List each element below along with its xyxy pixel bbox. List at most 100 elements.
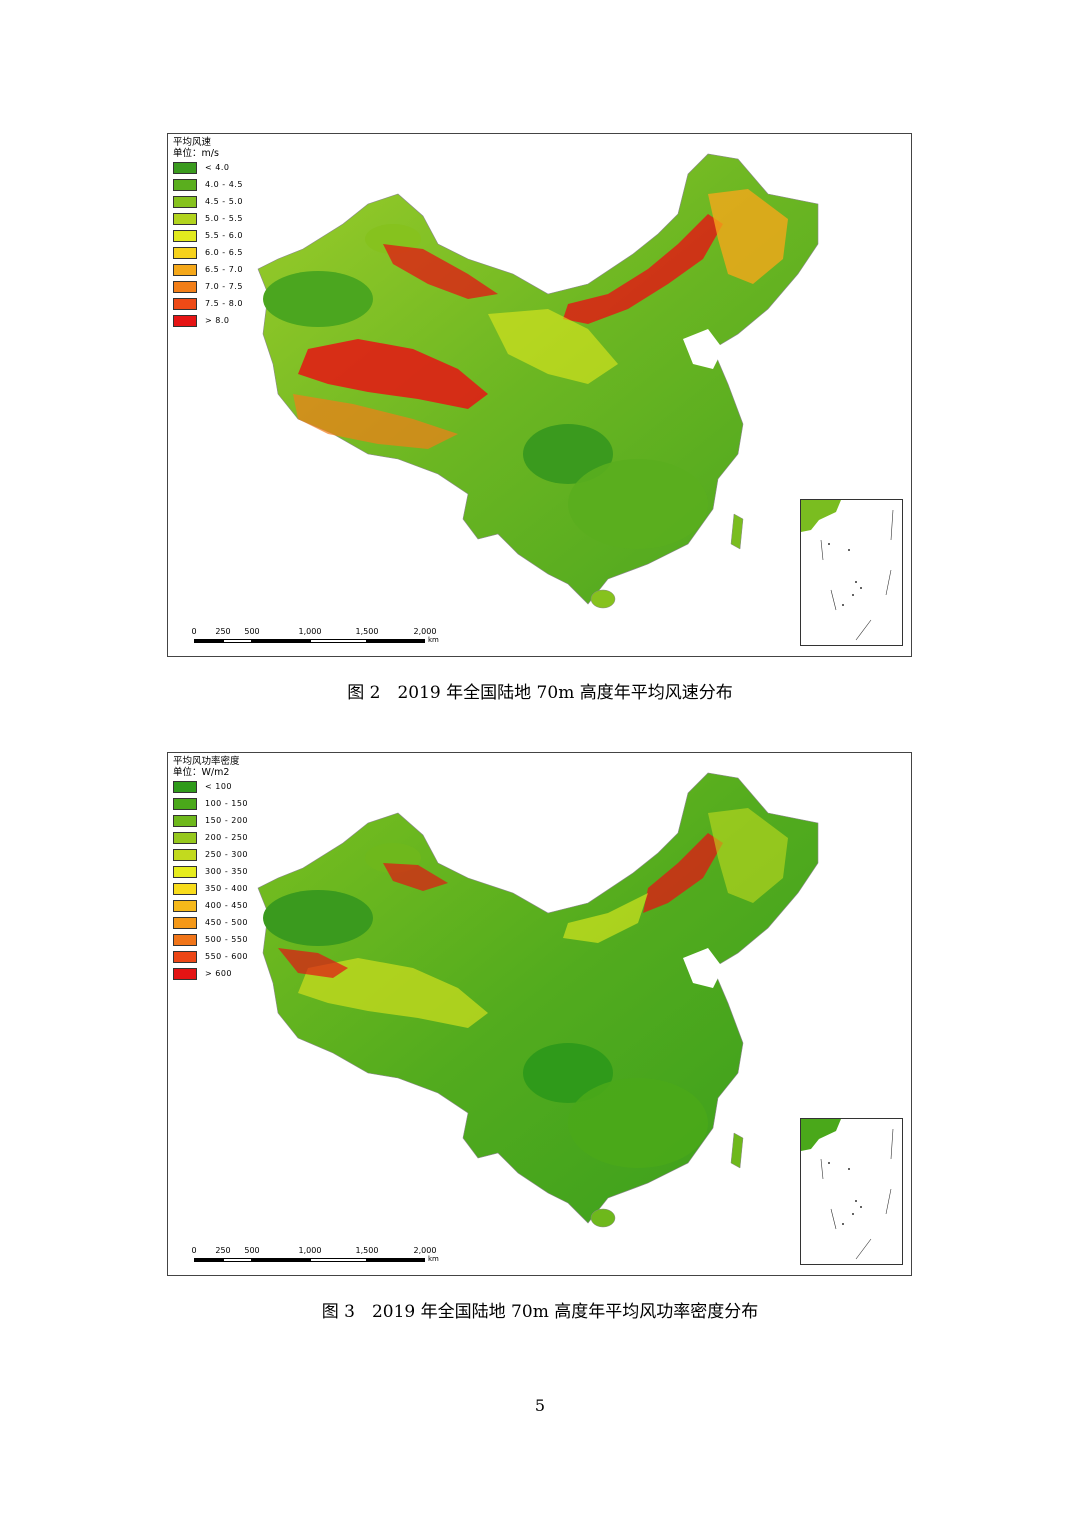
legend-row: 500 - 550	[173, 931, 248, 948]
northeast-zone	[708, 808, 788, 903]
north-yellow-zone	[563, 893, 648, 943]
scale-label: 1,500	[355, 627, 379, 636]
legend-row: 200 - 250	[173, 829, 248, 846]
scale-label: 500	[244, 1246, 260, 1255]
scale-label: 2,000	[413, 627, 437, 636]
figure-caption: 图 3 2019 年全国陆地 70m 高度年平均风功率密度分布	[321, 1302, 759, 1322]
legend-row: 5.0 - 5.5	[173, 210, 243, 227]
scale-label: 1,000	[298, 627, 322, 636]
sichuan-basin	[523, 424, 613, 484]
scale-segment	[367, 1258, 425, 1262]
tibet-high-zone	[298, 958, 488, 1028]
legend-swatch	[173, 212, 197, 225]
legend-unit: 单位：W/m2	[173, 767, 230, 778]
wind-power-density-map	[257, 772, 819, 1228]
tarim-basin	[263, 890, 373, 946]
legend-row: 150 - 200	[173, 812, 248, 829]
scale-segment	[223, 1258, 252, 1262]
tianshan-zone	[383, 244, 498, 299]
legend-swatch	[173, 195, 197, 208]
taiwan	[730, 513, 744, 550]
scale-segment	[310, 639, 367, 643]
inset-boundary	[820, 509, 894, 641]
legend-label: < 4.0	[205, 163, 230, 172]
legend-label: 550 - 600	[205, 952, 249, 961]
legend-label: 5.5 - 6.0	[205, 231, 243, 240]
legend-swatch	[173, 780, 197, 793]
legend-swatch	[173, 814, 197, 827]
legend-rows: < 4.0 4.0 - 4.5 4.5 - 5.0 5.0 - 5.5 5.5 - 6.…	[173, 159, 243, 329]
bohai-sea	[683, 948, 723, 988]
scale-segment	[194, 1258, 223, 1262]
legend-swatch	[173, 246, 197, 259]
hainan	[590, 1208, 616, 1228]
legend-label: 5.0 - 5.5	[205, 214, 243, 223]
legend-swatch	[173, 916, 197, 929]
hainan	[590, 589, 616, 609]
legend-swatch	[173, 967, 197, 980]
tibet-mid-zone	[293, 394, 458, 449]
south-china-green	[568, 1078, 708, 1168]
scale-bar: 0 250 500 1,000 1,500 2,000 km	[191, 1246, 442, 1268]
scale-segment	[252, 1258, 310, 1262]
legend-swatch	[173, 263, 197, 276]
legend-swatch	[173, 178, 197, 191]
scale-segment	[194, 639, 223, 643]
inner-mongolia-zone	[643, 833, 723, 913]
legend-row: 350 - 400	[173, 880, 248, 897]
inset-map	[801, 500, 894, 641]
scale-label: 2,000	[413, 1246, 437, 1255]
sichuan-basin	[523, 1043, 613, 1103]
legend-label: 450 - 500	[205, 918, 249, 927]
legend-row: < 100	[173, 778, 248, 795]
legend-label: 300 - 350	[205, 867, 249, 876]
legend-label: 6.5 - 7.0	[205, 265, 243, 274]
legend-swatch	[173, 280, 197, 293]
south-china-sea-inset	[800, 499, 903, 646]
wind-speed-map-figure: 平均风速 单位：m/s < 4.0 4.0 - 4.5 4.5 - 5.0 5.0 -…	[167, 133, 912, 657]
inset-boundary	[820, 1128, 894, 1260]
legend-row: > 600	[173, 965, 248, 982]
legend-rows: < 100 100 - 150 150 - 200 200 - 250 250 - 30…	[173, 778, 248, 982]
scale-label: 500	[244, 627, 260, 636]
scale-label: 0	[191, 1246, 197, 1255]
legend-swatch	[173, 797, 197, 810]
legend-label: 200 - 250	[205, 833, 249, 842]
northeast-zone	[708, 189, 788, 284]
wind-speed-map	[257, 153, 819, 609]
inset-map	[801, 1119, 894, 1260]
scale-unit: km	[428, 1255, 439, 1263]
legend-label: 4.0 - 4.5	[205, 180, 243, 189]
tarim-basin	[263, 271, 373, 327]
legend-row: 400 - 450	[173, 897, 248, 914]
legend-row: 7.5 - 8.0	[173, 295, 243, 312]
legend-label: 4.5 - 5.0	[205, 197, 243, 206]
legend-title: 平均风速	[173, 137, 212, 148]
legend-row: 7.0 - 7.5	[173, 278, 243, 295]
legend-swatch	[173, 882, 197, 895]
legend-label: 400 - 450	[205, 901, 249, 910]
scale-label: 250	[215, 627, 231, 636]
wind-power-density-map-figure: 平均风功率密度 单位：W/m2 < 100 100 - 150 150 - 200 2…	[167, 752, 912, 1276]
legend-row: 300 - 350	[173, 863, 248, 880]
tianshan-zone	[383, 863, 448, 891]
legend-row: 250 - 300	[173, 846, 248, 863]
legend-label: 6.0 - 6.5	[205, 248, 243, 257]
legend-label: 500 - 550	[205, 935, 249, 944]
bohai-sea	[683, 329, 723, 369]
scale-segment	[252, 639, 310, 643]
south-china-sea-inset	[800, 1118, 903, 1265]
legend-title: 平均风功率密度	[173, 756, 240, 767]
tibet-high-zone	[298, 339, 488, 409]
inset-islands	[828, 543, 862, 606]
legend-row: < 4.0	[173, 159, 243, 176]
legend-unit: 单位：m/s	[173, 148, 219, 159]
scale-segment	[223, 639, 252, 643]
scale-bar: 0 250 500 1,000 1,500 2,000 km	[191, 627, 442, 649]
junggar-basin	[365, 224, 421, 254]
legend-label: 150 - 200	[205, 816, 249, 825]
legend-row: 4.0 - 4.5	[173, 176, 243, 193]
legend-swatch	[173, 848, 197, 861]
legend-row: 5.5 - 6.0	[173, 227, 243, 244]
scale-label: 0	[191, 627, 197, 636]
